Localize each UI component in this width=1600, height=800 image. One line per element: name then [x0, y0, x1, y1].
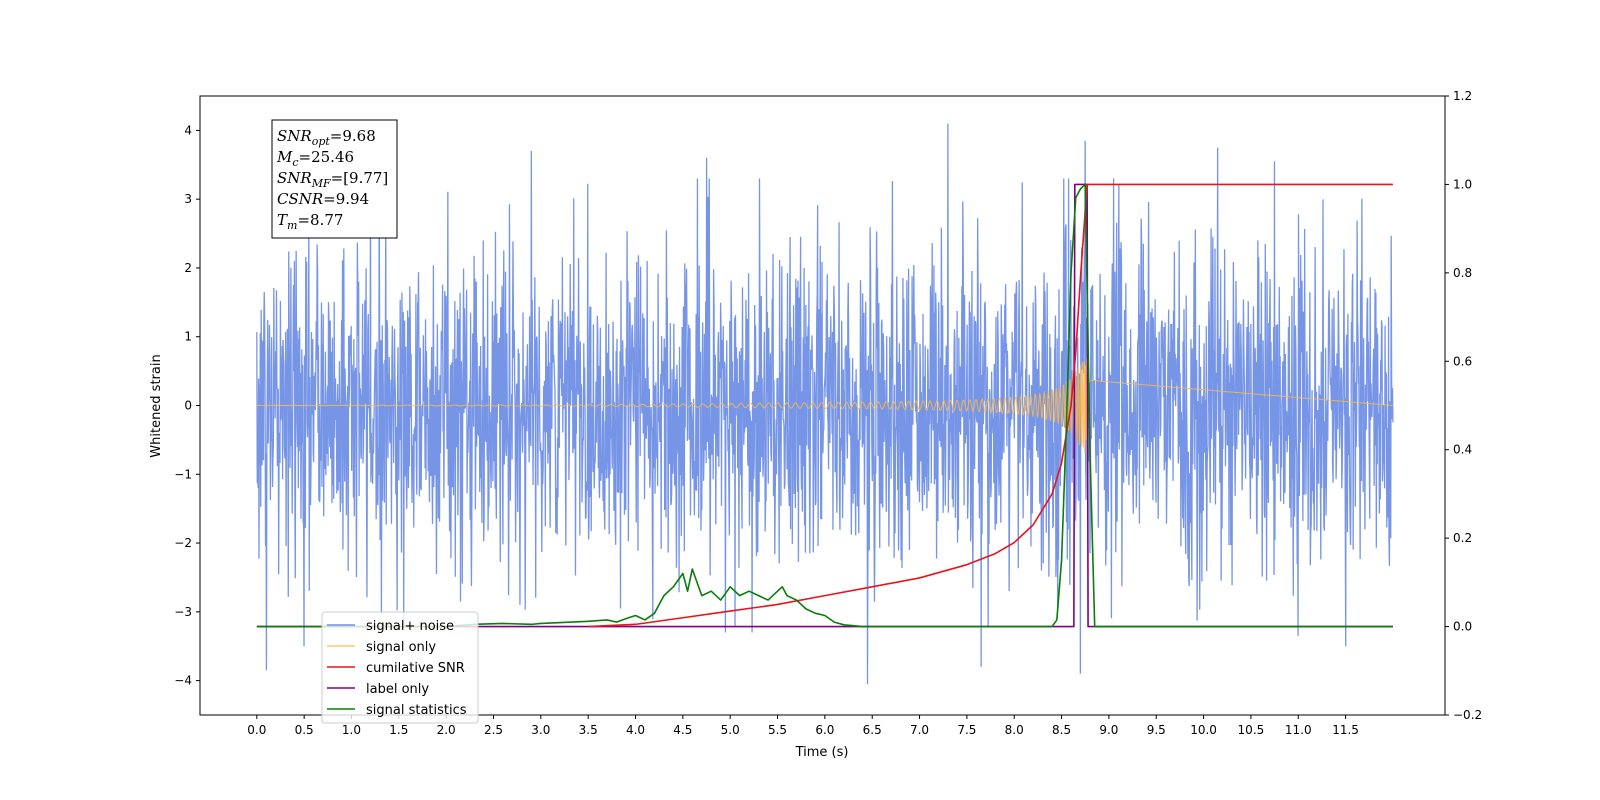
y-left-tick-label: −4 — [174, 674, 192, 688]
x-tick-label: 8.0 — [1005, 723, 1024, 737]
legend-label: signal+ noise — [366, 619, 454, 634]
x-tick-label: 10.5 — [1238, 723, 1265, 737]
x-tick-label: 6.0 — [815, 723, 834, 737]
y-left-tick-label: −3 — [174, 605, 192, 619]
y-right-tick-label: 0.8 — [1453, 266, 1472, 280]
annotation-line: CSNR=9.94 — [277, 190, 369, 208]
annotation-line: SNRopt=9.68 — [277, 127, 376, 148]
x-tick-label: 4.0 — [626, 723, 645, 737]
x-tick-label: 6.5 — [863, 723, 882, 737]
annotation-value: =9.68 — [330, 127, 376, 145]
legend-label: label only — [366, 682, 429, 697]
annotation-subscript: opt — [312, 135, 331, 148]
x-tick-label: 4.5 — [673, 723, 692, 737]
annotation-subscript: c — [292, 156, 298, 169]
x-axis: 0.0 0.5 1.0 1.5 2.0 2.5 3.0 3.5 4.0 4.5 5.0 5.5 6.0 6… — [247, 715, 1359, 737]
annotation-line: Tm=8.77 — [277, 211, 343, 232]
x-tick-label: 10.0 — [1190, 723, 1217, 737]
x-tick-label: 5.0 — [721, 723, 740, 737]
x-tick-label: 9.0 — [1099, 723, 1118, 737]
legend-label: signal only — [366, 640, 436, 655]
x-tick-label: 0.0 — [247, 723, 266, 737]
annotation-value: =9.94 — [323, 190, 369, 208]
annotation-symbol: T — [277, 211, 288, 229]
annotation-line: SNRMF=[9.77] — [277, 169, 388, 190]
x-tick-label: 5.5 — [768, 723, 787, 737]
y-left-tick-label: 0 — [184, 399, 192, 413]
legend-entry: cumilative SNR — [327, 661, 465, 676]
x-axis-label: Time (s) — [795, 745, 849, 760]
annotation-frame — [271, 119, 398, 239]
y-left-tick-label: 3 — [184, 192, 192, 206]
legend-entry: signal statistics — [327, 703, 467, 718]
x-tick-label: 8.5 — [1052, 723, 1071, 737]
y-left-tick-label: 2 — [184, 261, 192, 275]
annotation-value: =25.46 — [299, 148, 355, 166]
annotation-value: =[9.77] — [331, 169, 389, 187]
annotation-symbol: SNR — [277, 127, 312, 145]
y-right-tick-label: 1.0 — [1453, 177, 1472, 191]
legend-label: cumilative SNR — [366, 661, 465, 676]
y-axis-label-left: Whitened strain — [149, 354, 164, 457]
y-left-tick-label: −2 — [174, 536, 192, 550]
y-left-tick-label: 4 — [184, 123, 192, 137]
y-left-tick-label: −1 — [174, 467, 192, 481]
series-signal-statistics — [256, 183, 1393, 628]
x-tick-label: 3.0 — [531, 723, 550, 737]
annotation-value: =8.77 — [297, 211, 343, 229]
x-tick-label: 9.5 — [1147, 723, 1166, 737]
annotation-box: SNRopt=9.68Mc=25.46SNRMF=[9.77]CSNR=9.94… — [271, 119, 398, 239]
x-tick-label: 7.5 — [957, 723, 976, 737]
annotation-symbol: SNR — [277, 169, 312, 187]
series-signal-only — [256, 357, 1393, 454]
y-right-tick-label: 0.4 — [1453, 443, 1472, 457]
annotation-symbol: M — [276, 148, 293, 166]
y-right-tick-label: 1.2 — [1453, 89, 1472, 103]
x-tick-label: 2.5 — [484, 723, 503, 737]
series-layer — [256, 123, 1394, 685]
x-tick-label: 7.0 — [910, 723, 929, 737]
annotation-line: Mc=25.46 — [276, 148, 354, 169]
annotation-subscript: MF — [311, 177, 331, 190]
legend-entry: signal+ noise — [327, 619, 454, 634]
x-tick-label: 1.0 — [342, 723, 361, 737]
series-signal-noise — [256, 123, 1394, 685]
y-right-tick-label: 0.6 — [1453, 354, 1472, 368]
y-axis-right: 1.2 1.0 0.8 0.6 0.4 0.2 0.0 −0.2 — [1445, 89, 1482, 722]
x-tick-label: 0.5 — [295, 723, 314, 737]
legend-frame — [321, 611, 479, 724]
series-cumulative-snr — [588, 183, 1393, 628]
y-right-tick-label: −0.2 — [1453, 708, 1482, 722]
y-right-tick-label: 0.2 — [1453, 531, 1472, 545]
annotation-subscript: m — [287, 219, 297, 232]
x-tick-label: 2.0 — [437, 723, 456, 737]
y-left-tick-label: 1 — [184, 330, 192, 344]
y-axis-left: 4 3 2 1 0 −1 −2 −3 −4 — [174, 123, 200, 688]
x-tick-label: 3.5 — [579, 723, 598, 737]
legend-label: signal statistics — [366, 703, 467, 718]
x-tick-label: 1.5 — [389, 723, 408, 737]
x-tick-label: 11.0 — [1285, 723, 1312, 737]
x-tick-label: 11.5 — [1332, 723, 1359, 737]
legend-entry: signal only — [327, 640, 436, 655]
legend-entry: label only — [327, 682, 429, 697]
annotation-symbol: CSNR — [277, 190, 323, 208]
y-right-tick-label: 0.0 — [1453, 620, 1472, 634]
legend: signal+ noise signal only cumilative SNR la… — [321, 611, 479, 724]
